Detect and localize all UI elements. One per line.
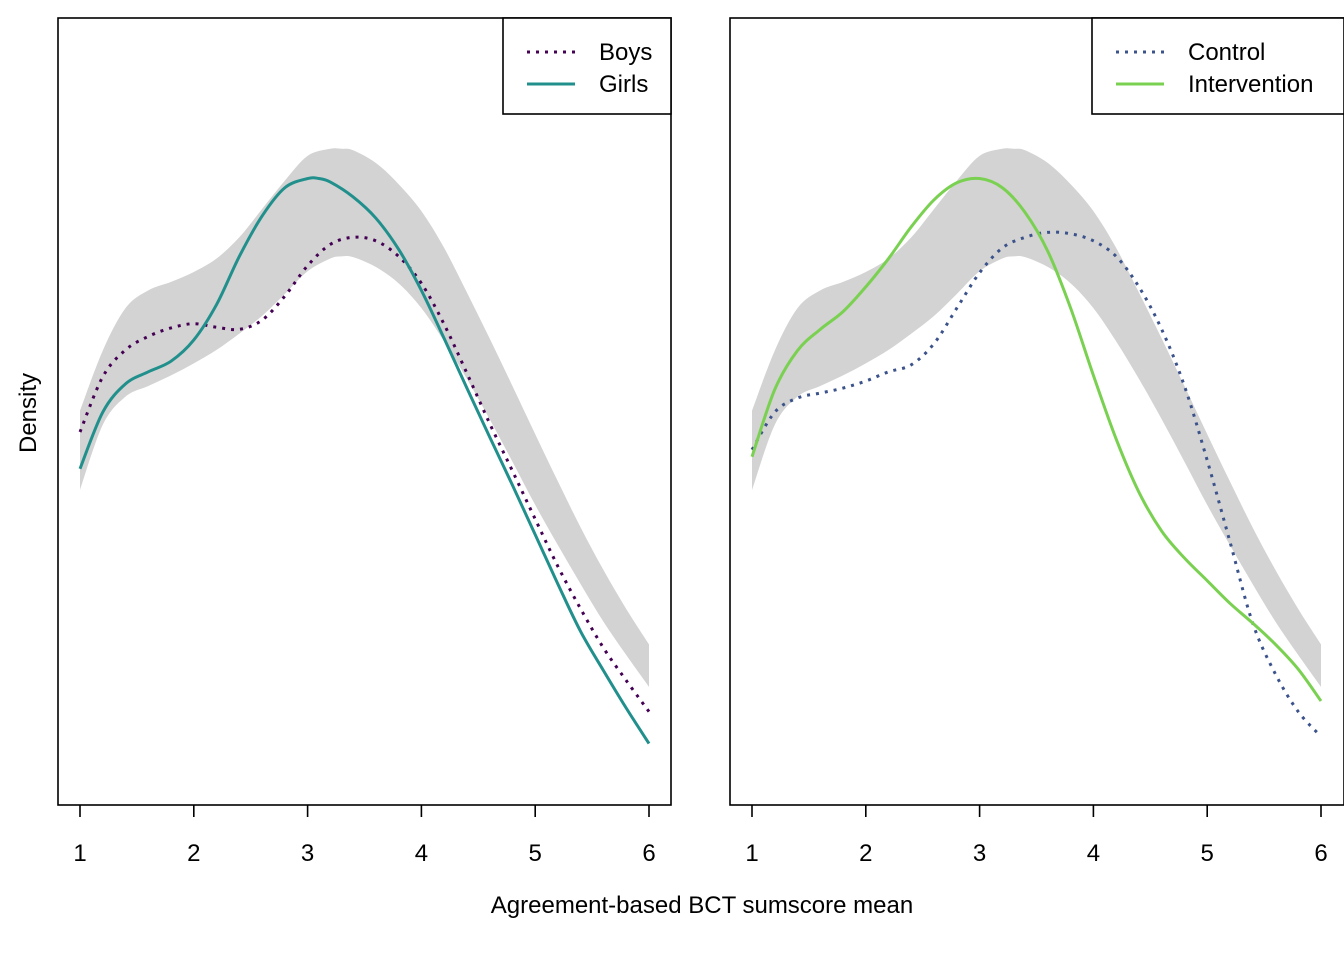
y-axis-title: Density [15, 373, 42, 453]
chart-panel-1: 1 2 3 4 5 6 Boys Girls [57, 17, 672, 867]
chart-panels: 1 2 3 4 5 6 Boys Girls 1 2 3 4 5 6 Control Intervention [57, 17, 1344, 867]
legend-box [1091, 17, 1344, 115]
x-tick-label: 1 [73, 840, 86, 867]
x-tick-label: 5 [1201, 840, 1214, 867]
x-tick-label: 3 [973, 840, 986, 867]
legend-label-girls: Girls [599, 71, 648, 98]
series-line-girls [78, 176, 651, 745]
legend-label-control: Control [1188, 39, 1265, 66]
x-tick-label: 6 [642, 840, 655, 867]
x-tick-label: 3 [301, 840, 314, 867]
x-tick-label: 4 [1087, 840, 1100, 867]
x-tick-label: 1 [745, 840, 758, 867]
series-line-intervention [750, 176, 1323, 702]
x-tick-label: 2 [187, 840, 200, 867]
confidence-band [80, 148, 649, 687]
chart-panel-2: 1 2 3 4 5 6 Control Intervention [729, 17, 1344, 867]
x-tick-label: 5 [529, 840, 542, 867]
x-tick-label: 4 [415, 840, 428, 867]
confidence-band [752, 148, 1321, 687]
x-axis-title: Agreement-based BCT sumscore mean [491, 892, 913, 919]
legend-label-boys: Boys [599, 39, 652, 66]
plot-frame [729, 17, 1344, 806]
plot-frame [57, 17, 672, 806]
x-tick-label: 2 [859, 840, 872, 867]
x-tick-label: 6 [1314, 840, 1327, 867]
legend-label-intervention: Intervention [1188, 71, 1313, 98]
legend-box [502, 17, 672, 115]
